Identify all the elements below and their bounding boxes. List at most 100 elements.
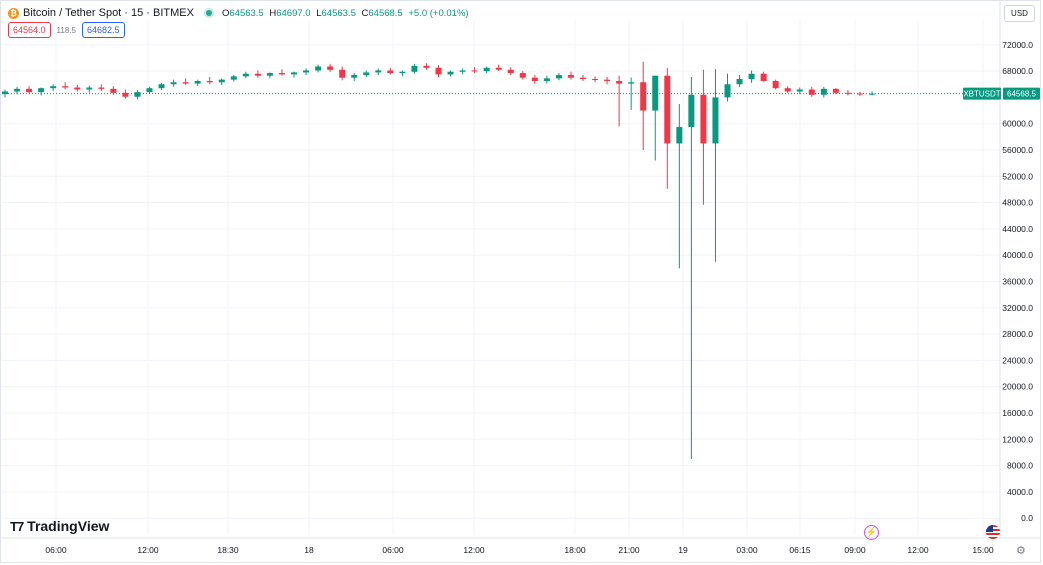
us-flag-icon[interactable] bbox=[986, 525, 1000, 539]
settings-icon[interactable]: ⚙ bbox=[1016, 545, 1026, 557]
candle bbox=[459, 68, 466, 75]
candle bbox=[86, 85, 93, 93]
open-value: 64563.5 bbox=[229, 7, 264, 19]
candle bbox=[158, 82, 165, 91]
x-tick-label: 06:00 bbox=[382, 545, 404, 555]
candle bbox=[14, 86, 21, 95]
candle bbox=[375, 68, 382, 76]
candle bbox=[2, 89, 8, 98]
candle-body bbox=[604, 79, 611, 81]
candle bbox=[772, 79, 779, 90]
candle-body bbox=[519, 73, 526, 78]
candle bbox=[170, 79, 177, 87]
candle-body bbox=[363, 72, 370, 76]
candle-body bbox=[844, 92, 851, 94]
candle-body bbox=[820, 88, 827, 95]
candle-body bbox=[784, 88, 791, 92]
y-tick-label: 12000.0 bbox=[1002, 434, 1033, 444]
candle-body bbox=[26, 88, 33, 93]
last-price-tag bbox=[1003, 87, 1040, 100]
candle-body bbox=[856, 93, 863, 95]
x-tick-label: 19 bbox=[678, 545, 688, 555]
symbol-title[interactable]: Bitcoin / Tether Spot · 15 · BITMEX bbox=[23, 7, 194, 19]
candle bbox=[652, 75, 659, 161]
candle-body bbox=[555, 75, 562, 79]
candle-body bbox=[640, 82, 647, 111]
candle bbox=[230, 75, 237, 82]
spread-value: 118.5 bbox=[56, 25, 76, 35]
candle-body bbox=[652, 75, 659, 111]
candle bbox=[327, 63, 334, 72]
buy-price-button[interactable]: 64682.5 bbox=[81, 22, 125, 38]
candle-body bbox=[869, 93, 875, 95]
candle bbox=[471, 67, 478, 74]
candle bbox=[676, 103, 683, 269]
tradingview-logo[interactable]: T7 TradingView bbox=[10, 518, 109, 534]
candle-body bbox=[351, 75, 358, 78]
y-tick-label: 28000.0 bbox=[1002, 329, 1033, 339]
candle bbox=[796, 87, 803, 95]
candle-body bbox=[423, 65, 430, 68]
ohlc-values: O64563.5 H64697.0 L64563.5 C64568.5 +5.0… bbox=[221, 7, 469, 19]
candle-body bbox=[50, 86, 57, 89]
last-price-tag-text: 64568.5 bbox=[1007, 90, 1036, 99]
sell-price-button[interactable]: 64564.0 bbox=[8, 22, 51, 38]
y-tick-label: 20000.0 bbox=[1002, 382, 1033, 392]
change-value: +5.0 (+0.01%) bbox=[408, 7, 469, 19]
x-tick-label: 06:15 bbox=[789, 545, 811, 555]
candle-body bbox=[760, 73, 767, 81]
candle bbox=[567, 71, 574, 80]
candle-body bbox=[98, 87, 105, 89]
candle bbox=[194, 79, 201, 87]
candle-body bbox=[387, 70, 394, 74]
candle bbox=[110, 86, 117, 95]
candle-body bbox=[315, 66, 322, 71]
candle-body bbox=[62, 86, 69, 88]
candle bbox=[555, 73, 562, 81]
candle bbox=[218, 78, 225, 85]
lightning-icon[interactable]: ⚡ bbox=[864, 525, 879, 540]
candle bbox=[62, 82, 69, 90]
candle-body bbox=[170, 82, 177, 85]
x-tick-label: 15:00 bbox=[972, 545, 994, 555]
candle-body bbox=[2, 91, 8, 95]
candle-body bbox=[616, 80, 623, 84]
candle-body bbox=[278, 73, 285, 75]
candle bbox=[700, 69, 707, 205]
candle bbox=[122, 89, 129, 99]
candle bbox=[616, 75, 623, 127]
candle bbox=[748, 70, 755, 83]
candle-body bbox=[122, 92, 129, 97]
candle-body bbox=[327, 66, 334, 70]
candle bbox=[519, 71, 526, 80]
candle bbox=[543, 75, 550, 84]
y-tick-label: 68000.0 bbox=[1002, 66, 1033, 76]
currency-select[interactable]: USD bbox=[1004, 5, 1035, 22]
candle bbox=[242, 71, 249, 79]
candle bbox=[411, 63, 418, 74]
y-tick-label: 16000.0 bbox=[1002, 408, 1033, 418]
candle bbox=[146, 86, 153, 95]
tradingview-logo-icon: T7 bbox=[10, 518, 24, 534]
candle-body bbox=[700, 94, 707, 144]
candle bbox=[664, 67, 671, 189]
y-tick-label: 4000.0 bbox=[1007, 487, 1033, 497]
candle bbox=[399, 70, 406, 77]
y-tick-label: 24000.0 bbox=[1002, 355, 1033, 365]
candle-body bbox=[206, 80, 213, 83]
x-tick-label: 18:30 bbox=[217, 545, 239, 555]
candle-body bbox=[218, 79, 225, 83]
candle bbox=[206, 77, 213, 85]
x-tick-label: 21:00 bbox=[618, 545, 640, 555]
x-tick-label: 03:00 bbox=[736, 545, 758, 555]
candle-body bbox=[74, 87, 81, 90]
x-tick-label: 12:00 bbox=[137, 545, 159, 555]
market-open-icon bbox=[205, 10, 212, 16]
candle-body bbox=[567, 75, 574, 78]
candle-body bbox=[483, 67, 490, 72]
x-tick-label: 18 bbox=[304, 545, 314, 555]
candle-body bbox=[688, 94, 695, 127]
candle bbox=[724, 73, 731, 102]
y-tick-label: 32000.0 bbox=[1002, 303, 1033, 313]
